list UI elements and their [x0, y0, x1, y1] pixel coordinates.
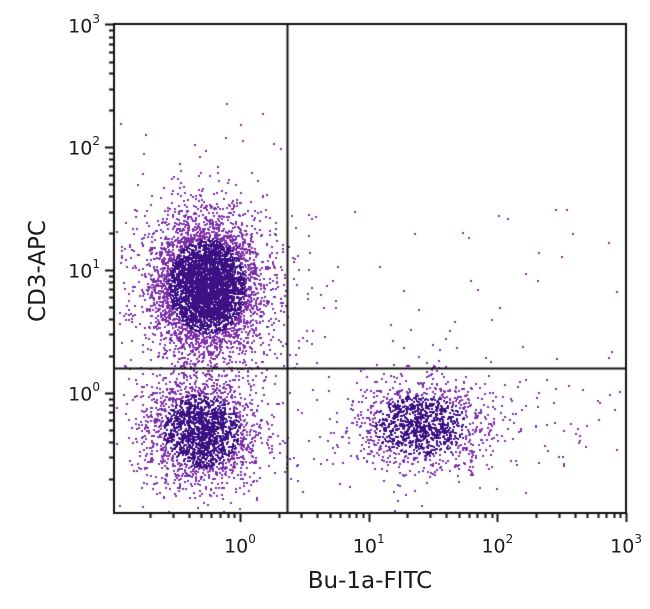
x-tick-label: 102 [481, 532, 514, 558]
x-axis-title: Bu-1a-FITC [307, 568, 433, 594]
x-tick-label: 100 [224, 532, 256, 558]
y-tick-label: 100 [68, 380, 100, 406]
y-tick-label: 102 [68, 134, 100, 160]
y-tick-label: 103 [68, 11, 100, 37]
y-tick-label: 101 [68, 257, 100, 283]
y-axis-title: CD3-APC [25, 220, 51, 322]
x-tick-label: 101 [352, 532, 385, 558]
x-tick-label: 103 [610, 532, 642, 558]
